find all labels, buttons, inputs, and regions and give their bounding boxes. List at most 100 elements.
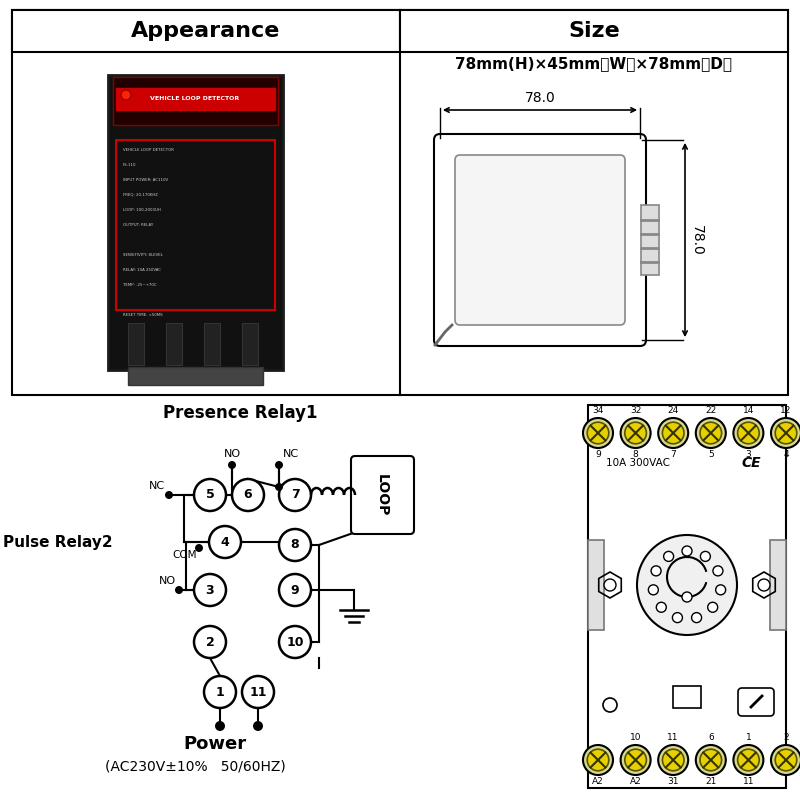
Circle shape (696, 745, 726, 775)
Text: 12: 12 (780, 406, 792, 415)
Circle shape (682, 592, 692, 602)
Text: 10: 10 (286, 635, 304, 649)
Text: 5: 5 (206, 489, 214, 502)
Text: Power: Power (183, 735, 246, 753)
Circle shape (771, 745, 800, 775)
Circle shape (279, 574, 311, 606)
Text: Pulse Relay2: Pulse Relay2 (3, 534, 113, 550)
Circle shape (275, 461, 283, 469)
Circle shape (194, 626, 226, 658)
Text: 3: 3 (746, 450, 751, 459)
Circle shape (242, 676, 274, 708)
Text: NC: NC (283, 449, 299, 459)
Text: 9: 9 (290, 583, 299, 597)
Circle shape (648, 585, 658, 595)
Text: NO: NO (159, 576, 176, 586)
Text: 78.0: 78.0 (525, 91, 555, 105)
Circle shape (253, 721, 263, 731)
Text: 8: 8 (633, 450, 638, 459)
Circle shape (673, 613, 682, 622)
Bar (128, 367, 263, 385)
Circle shape (700, 749, 722, 771)
Circle shape (716, 585, 726, 595)
Text: 1: 1 (216, 686, 224, 698)
Circle shape (604, 579, 616, 591)
Circle shape (204, 676, 236, 708)
Text: 1: 1 (746, 733, 751, 742)
Text: COM: COM (283, 482, 307, 492)
Text: 7: 7 (670, 450, 676, 459)
Circle shape (738, 422, 759, 444)
Circle shape (175, 586, 183, 594)
Bar (108, 75, 283, 370)
Circle shape (696, 418, 726, 448)
Text: 3: 3 (206, 583, 214, 597)
Circle shape (658, 745, 688, 775)
Text: 10A 300VAC: 10A 300VAC (606, 458, 670, 468)
Text: 78mm(H)×45mm（W）×78mm（D）: 78mm(H)×45mm（W）×78mm（D） (455, 57, 733, 71)
Circle shape (165, 491, 173, 499)
Text: LOOP: LOOP (375, 474, 389, 516)
FancyBboxPatch shape (455, 155, 625, 325)
Text: LOOP: 100-2000UH: LOOP: 100-2000UH (123, 208, 161, 212)
Bar (641, 205, 659, 275)
Text: 2: 2 (206, 635, 214, 649)
Bar (673, 686, 701, 708)
Circle shape (603, 698, 617, 712)
Text: A2: A2 (630, 777, 642, 786)
Text: 7: 7 (290, 489, 299, 502)
Bar (588, 405, 786, 788)
Circle shape (121, 90, 131, 100)
Text: 32: 32 (630, 406, 642, 415)
Circle shape (275, 483, 283, 491)
Circle shape (621, 745, 650, 775)
FancyBboxPatch shape (738, 688, 774, 716)
Circle shape (734, 745, 763, 775)
Circle shape (713, 566, 723, 576)
Bar (242, 323, 258, 365)
Circle shape (734, 418, 763, 448)
Circle shape (662, 422, 684, 444)
Text: 11: 11 (667, 733, 679, 742)
Text: 21: 21 (705, 777, 717, 786)
Bar (204, 323, 220, 365)
Text: Size: Size (568, 21, 620, 41)
Text: RELAY: 10A 250VAC: RELAY: 10A 250VAC (123, 268, 161, 272)
Bar (116, 88, 275, 110)
Text: 78.0: 78.0 (690, 225, 704, 255)
Text: INPUT POWER: AC110V: INPUT POWER: AC110V (123, 178, 168, 182)
Text: 14: 14 (742, 406, 754, 415)
Circle shape (215, 721, 225, 731)
Circle shape (637, 535, 737, 635)
Circle shape (700, 422, 722, 444)
Text: 11: 11 (742, 777, 754, 786)
Text: 31: 31 (667, 777, 679, 786)
Circle shape (232, 479, 264, 511)
Text: VEHICLE LOOP DETECTOR: VEHICLE LOOP DETECTOR (150, 97, 240, 102)
Text: TEMP: -25~+70C: TEMP: -25~+70C (123, 283, 157, 287)
Circle shape (775, 422, 797, 444)
Text: 4: 4 (783, 450, 789, 459)
Circle shape (651, 566, 661, 576)
Bar (128, 323, 144, 365)
Circle shape (583, 418, 613, 448)
Circle shape (194, 479, 226, 511)
Text: RESET TIME: <50MS: RESET TIME: <50MS (123, 313, 162, 317)
Circle shape (682, 546, 692, 556)
Circle shape (664, 551, 674, 562)
Text: FREQ: 20-170KHZ: FREQ: 20-170KHZ (123, 193, 158, 197)
Bar (12, 10, 400, 52)
FancyBboxPatch shape (434, 134, 646, 346)
Text: 10: 10 (630, 733, 642, 742)
Text: A2: A2 (592, 777, 604, 786)
Text: 4: 4 (221, 535, 230, 549)
Circle shape (279, 529, 311, 561)
Text: 34: 34 (592, 406, 604, 415)
Text: 8: 8 (290, 538, 299, 551)
Circle shape (658, 418, 688, 448)
Circle shape (625, 422, 646, 444)
Bar (166, 323, 182, 365)
Bar (770, 540, 786, 630)
Circle shape (691, 613, 702, 622)
Text: COM: COM (173, 550, 197, 560)
